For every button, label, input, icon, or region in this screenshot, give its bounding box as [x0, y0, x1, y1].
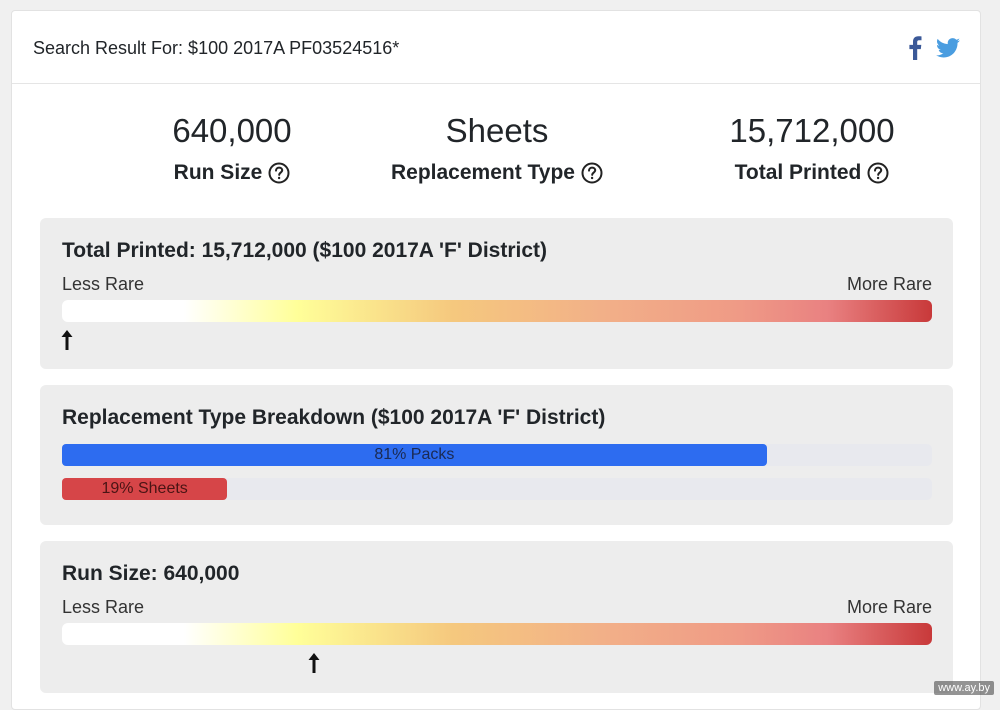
search-result-title: Search Result For: $100 2017A PF03524516… — [33, 38, 400, 58]
replacement-type-label: Replacement Type — [390, 161, 575, 184]
sheets-bar: 19% Sheets — [62, 478, 228, 500]
rarity-gradient-bar — [62, 623, 932, 645]
run-size-value: 640,000 — [172, 112, 292, 149]
watermark: www.ay.by — [934, 681, 994, 695]
more-rare-label: More Rare — [846, 274, 932, 294]
total-printed-value: 15,712,000 — [729, 112, 895, 149]
run-size-label: Run Size — [173, 161, 263, 184]
stat-replacement-type: Sheets Replacement Type — [372, 111, 622, 185]
rarity-marker-arrow-icon — [61, 330, 73, 350]
help-icon[interactable] — [867, 162, 889, 184]
run-size-panel: Run Size: 640,000 Less Rare More Rare — [40, 541, 953, 693]
sheets-bar-track: 19% Sheets — [62, 478, 932, 500]
twitter-icon[interactable] — [936, 38, 960, 58]
help-icon[interactable] — [268, 162, 290, 184]
search-result-card: Search Result For: $100 2017A PF03524516… — [11, 10, 981, 710]
stats-row: 640,000 Run Size Sheets Replacement Type… — [12, 111, 980, 201]
card-header: Search Result For: $100 2017A PF03524516… — [12, 11, 980, 84]
packs-bar: 81% Packs — [62, 444, 767, 466]
replacement-breakdown-title: Replacement Type Breakdown ($100 2017A '… — [62, 406, 606, 429]
rarity-gradient-bar — [62, 300, 932, 322]
less-rare-label: Less Rare — [62, 597, 145, 617]
stat-run-size: 640,000 Run Size — [112, 111, 352, 185]
packs-bar-track: 81% Packs — [62, 444, 932, 466]
sheets-bar-label: 19% Sheets — [101, 480, 188, 497]
total-printed-label: Total Printed — [734, 161, 862, 184]
help-icon[interactable] — [581, 162, 603, 184]
share-links — [908, 36, 960, 60]
rarity-marker-arrow-icon — [308, 653, 320, 673]
less-rare-label: Less Rare — [62, 274, 145, 294]
facebook-icon[interactable] — [908, 36, 922, 60]
replacement-type-value: Sheets — [445, 112, 549, 149]
stat-total-printed: 15,712,000 Total Printed — [697, 111, 927, 185]
total-printed-panel-title: Total Printed: 15,712,000 ($100 2017A 'F… — [62, 239, 548, 262]
replacement-breakdown-panel: Replacement Type Breakdown ($100 2017A '… — [40, 385, 953, 525]
more-rare-label: More Rare — [846, 597, 932, 617]
total-printed-panel: Total Printed: 15,712,000 ($100 2017A 'F… — [40, 218, 953, 369]
run-size-panel-title: Run Size: 640,000 — [62, 562, 240, 585]
packs-bar-label: 81% Packs — [374, 446, 455, 463]
